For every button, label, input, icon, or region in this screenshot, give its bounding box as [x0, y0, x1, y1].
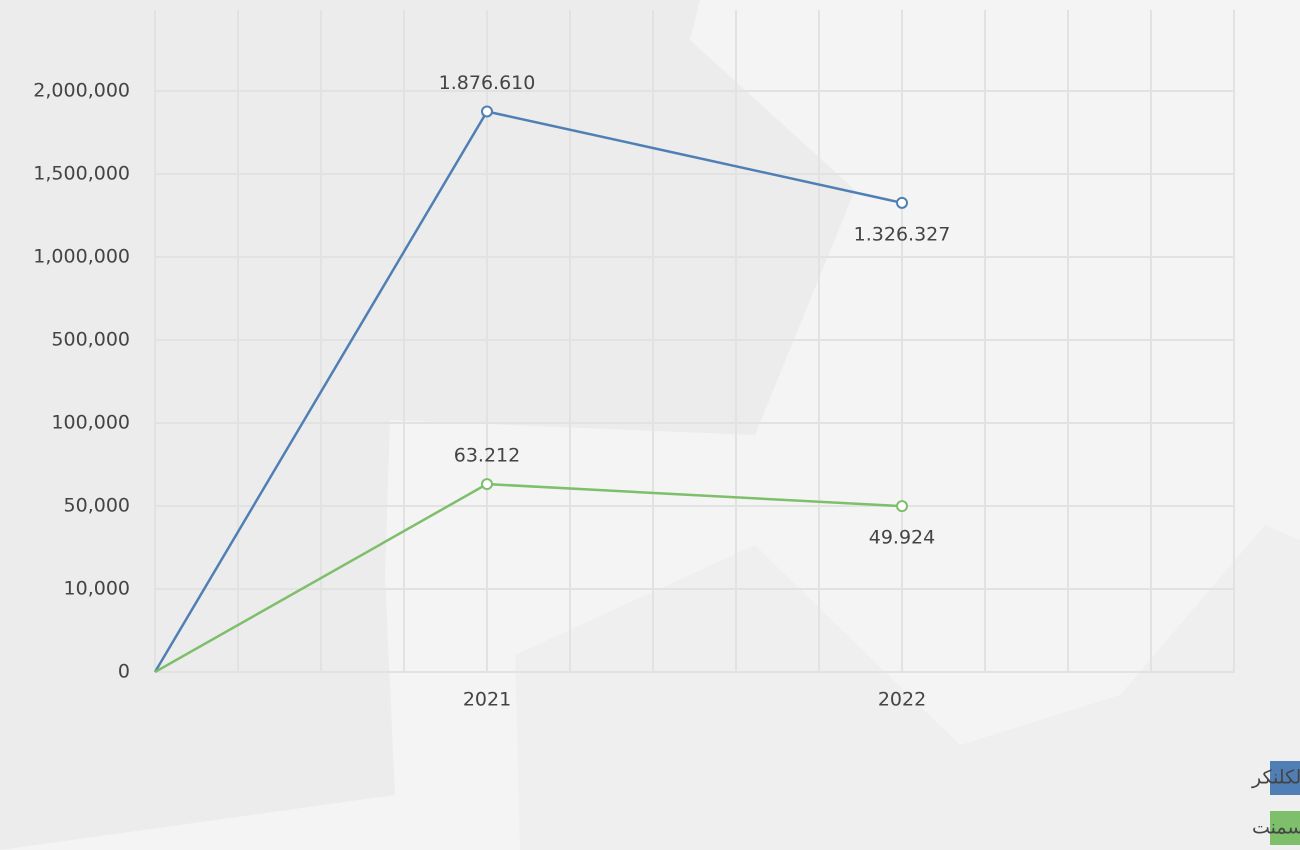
background-shapes	[0, 0, 1300, 850]
data-point	[482, 106, 492, 116]
y-tick-label: 2,000,000	[33, 80, 130, 102]
legend-label: مخزون الكلنكر	[1251, 767, 1300, 789]
data-point	[482, 479, 492, 489]
legend-label: مخزون الإسمنت	[1252, 817, 1300, 839]
y-tick-label: 10,000	[64, 578, 130, 600]
bg-shape	[515, 525, 1300, 850]
y-tick-label: 1,500,000	[33, 163, 130, 185]
data-label: 1.876.610	[439, 72, 536, 94]
y-tick-label: 50,000	[64, 495, 130, 517]
data-label: 63.212	[454, 445, 520, 467]
y-tick-label: 0	[118, 661, 130, 683]
x-tick-label: 2021	[463, 689, 511, 711]
data-point	[897, 501, 907, 511]
data-point	[897, 198, 907, 208]
x-tick-label: 2022	[878, 689, 926, 711]
chart: 0 10,000 50,000 100,000 500,000 1,000,000 1,50…	[0, 0, 1300, 850]
data-label: 1.326.327	[854, 223, 951, 245]
data-label: 49.924	[869, 527, 935, 549]
y-tick-label: 1,000,000	[33, 246, 130, 268]
y-tick-label: 500,000	[51, 329, 130, 351]
y-tick-label: 100,000	[51, 412, 130, 434]
